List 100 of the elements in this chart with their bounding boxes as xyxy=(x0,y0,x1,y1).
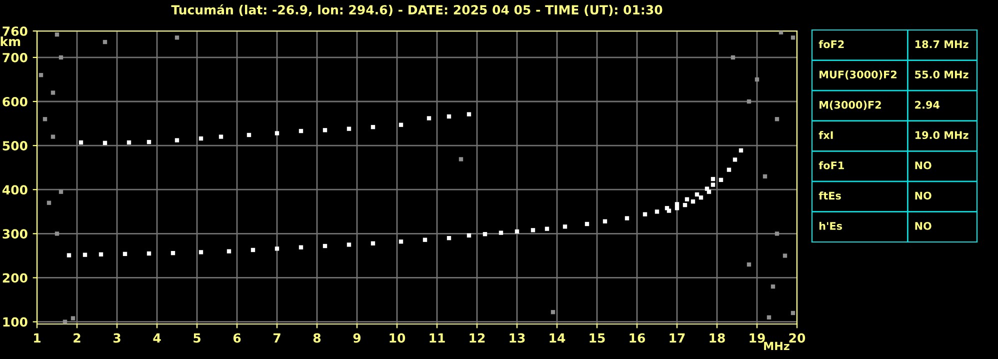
point xyxy=(298,245,304,250)
y-tick-label: 700 xyxy=(2,52,28,62)
point xyxy=(78,140,84,145)
point xyxy=(730,55,736,60)
point xyxy=(70,316,76,320)
point xyxy=(398,122,404,127)
point xyxy=(602,219,608,224)
point xyxy=(102,40,108,44)
point xyxy=(54,32,60,37)
x-tick-label: 15 xyxy=(590,333,605,343)
x-tick-label: 1 xyxy=(34,333,40,343)
point xyxy=(246,132,252,138)
point xyxy=(674,206,680,210)
point xyxy=(98,252,104,256)
point xyxy=(694,192,700,197)
point xyxy=(466,233,472,238)
text: M(3000)F2 xyxy=(820,100,881,110)
point xyxy=(54,232,60,236)
point xyxy=(562,224,568,229)
point xyxy=(346,126,352,131)
text: NO xyxy=(915,222,932,230)
point xyxy=(584,222,590,226)
point xyxy=(62,320,68,324)
y-tick-label: 400 xyxy=(2,185,28,195)
y-tick-label: 200 xyxy=(2,273,28,283)
text: foF1 xyxy=(818,161,844,170)
point xyxy=(174,36,180,40)
point xyxy=(682,202,688,208)
point xyxy=(746,262,752,267)
x-tick-label: 18 xyxy=(710,333,725,343)
x-tick-label: 8 xyxy=(313,333,321,343)
point xyxy=(198,136,204,141)
point xyxy=(146,140,152,144)
point xyxy=(446,236,452,240)
point xyxy=(684,197,690,202)
point xyxy=(690,199,696,204)
text: 19.0 MHz xyxy=(915,131,968,140)
point xyxy=(322,128,328,132)
chart-title: Tucumán (lat: -26.9, lon: 294.6) - DATE: 2025 04 05 - TIME (UT): 01:30 xyxy=(171,4,662,16)
point xyxy=(66,253,72,258)
text: fxI xyxy=(818,130,833,139)
point xyxy=(550,310,556,314)
point xyxy=(544,226,550,231)
text: ftEs xyxy=(818,192,841,200)
point xyxy=(42,117,48,122)
point xyxy=(274,131,280,136)
point xyxy=(726,168,732,172)
point xyxy=(790,36,796,40)
point xyxy=(766,315,772,320)
point xyxy=(422,238,428,242)
text: foF2 xyxy=(818,40,844,48)
x-tick-label: 10 xyxy=(390,333,406,343)
point xyxy=(398,240,404,244)
point xyxy=(666,208,672,213)
point xyxy=(498,230,504,235)
point xyxy=(706,190,712,194)
x-tick-label: 9 xyxy=(353,333,361,343)
point xyxy=(642,212,648,216)
point xyxy=(790,310,796,316)
point xyxy=(50,134,56,139)
y-tick-label: 760 xyxy=(2,26,28,36)
y-tick-label: 300 xyxy=(2,229,28,239)
point xyxy=(82,252,88,257)
x-tick-label: 11 xyxy=(430,333,445,343)
text: NO xyxy=(915,161,932,170)
point xyxy=(738,148,744,152)
point xyxy=(624,216,630,220)
x-tick-label: 6 xyxy=(233,333,241,343)
x-tick-label: 14 xyxy=(550,333,566,343)
point xyxy=(250,248,256,252)
point xyxy=(146,251,152,256)
point xyxy=(102,140,108,145)
point xyxy=(218,134,224,139)
x-tick-label: 4 xyxy=(153,333,161,343)
y-tick-label: 500 xyxy=(2,141,28,150)
x-tick-label: 19 xyxy=(750,333,765,343)
point xyxy=(446,114,452,119)
point xyxy=(346,242,352,247)
x-tick-label: 16 xyxy=(630,333,646,343)
point xyxy=(754,77,760,82)
point xyxy=(298,128,304,134)
point xyxy=(514,229,520,234)
point xyxy=(370,241,376,246)
x-axis-title: MHz xyxy=(764,342,790,350)
x-tick-label: 2 xyxy=(74,333,80,343)
point xyxy=(170,250,176,256)
point xyxy=(466,112,472,116)
y-axis-title: km xyxy=(0,36,20,46)
y-tick-label: 600 xyxy=(2,96,28,106)
point xyxy=(710,176,716,182)
x-tick-label: 7 xyxy=(273,333,280,343)
point xyxy=(58,55,64,60)
x-tick-label: 13 xyxy=(510,333,525,343)
point xyxy=(322,244,328,248)
x-tick-label: 12 xyxy=(470,333,485,343)
point xyxy=(126,140,132,145)
point xyxy=(530,228,536,232)
text: 2.94 xyxy=(915,100,940,109)
x-tick-label: 3 xyxy=(113,333,120,343)
text: NO xyxy=(915,192,932,200)
